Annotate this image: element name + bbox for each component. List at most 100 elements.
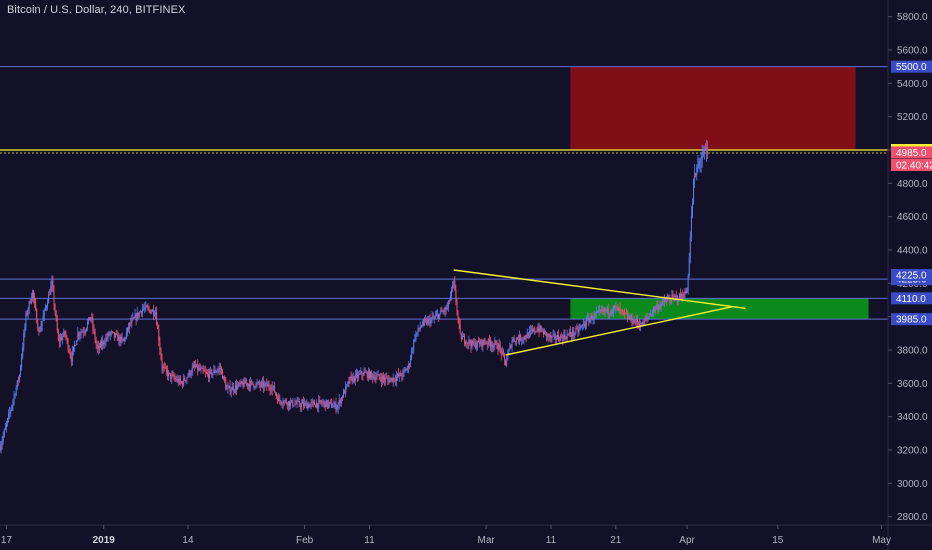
candle-body [540,326,542,331]
candle-body [238,383,240,386]
candle-body [277,396,279,402]
candle-body [461,336,463,340]
candle-body [62,336,64,340]
candle-body [348,381,350,384]
candle-body [216,370,218,372]
candle-body [593,313,595,319]
candle-body [590,315,592,319]
candle-body [133,317,135,319]
candle-body [254,387,256,389]
candle-body [14,394,16,396]
candle-body [318,400,320,408]
candle-body [312,401,314,403]
candle-body [186,377,188,381]
candle-body [680,293,682,298]
candle-body [144,308,146,309]
candle-body [213,369,215,373]
candle-body [171,374,173,379]
candle-body [469,340,471,344]
candle-body [52,280,54,290]
candle-body [510,345,512,348]
candle-body [628,317,630,319]
candle-body [700,159,702,162]
candle-body [495,341,497,343]
candle-body [66,337,68,340]
candle-body [83,332,85,334]
candle-body [215,371,217,373]
candle-body [606,307,608,311]
candle-body [293,405,295,407]
candle-body [588,317,590,323]
candle-body [368,371,370,379]
candle-body [372,374,374,379]
candle-body [70,356,72,362]
candle-body [300,403,302,408]
candle-body [108,333,110,336]
candle-body [374,376,376,380]
candle-body [392,377,394,382]
candle-body [68,349,70,353]
candle-body [615,306,617,308]
time-axis[interactable]: 17 2019 14 Feb 11 Mar 11 21 Apr 15 May [1,525,891,546]
candle-body [226,389,228,390]
price-tag-label: 4110.0 [896,294,926,305]
candle-body [88,317,90,323]
candle-body [106,337,108,339]
candle-body [334,403,336,406]
candle-body [509,345,511,350]
candle-body [150,311,152,314]
candle-body [206,372,208,375]
candle-body [587,317,589,319]
candle-body [183,377,185,385]
candle-body [381,376,383,382]
candle-body [689,237,691,259]
x-tick-label: 21 [610,535,622,546]
candle-body [309,404,311,408]
x-tick-label: Feb [296,535,314,546]
candle-body [526,333,528,339]
candle-body [575,328,577,334]
candle-body [173,375,175,379]
candle-body [272,385,274,387]
candle-body [142,308,144,314]
candle-body [164,367,166,368]
candle-body [645,317,647,321]
candle-body [524,336,526,339]
candle-body [251,380,253,382]
triangle-trendline[interactable] [505,305,733,356]
candle-body [163,366,165,368]
candle-body [338,399,340,405]
candle-body [528,330,530,338]
candle-body [246,383,248,386]
candle-body [474,342,476,348]
candle-body [80,332,82,335]
candle-body [259,384,261,386]
candle-body [425,320,427,322]
candle-body [478,341,480,343]
candle-body [240,381,242,385]
candle-body [405,369,407,371]
candle-body [141,311,143,314]
candle-body [15,387,17,395]
candle-body [75,345,77,346]
candle-body [626,313,628,315]
candle-body [257,382,259,384]
candle-body [508,349,510,355]
candle-body [48,294,50,304]
candle-body [56,319,58,332]
candle-body [337,404,339,409]
candle-body [78,332,80,336]
candle-body [686,291,688,294]
candle-body [109,332,111,336]
candle-body [483,340,485,343]
candle-body [656,305,658,308]
candle-body [666,299,668,302]
triangle-trendline[interactable] [453,269,746,310]
candle-body [456,302,458,312]
candle-body [64,331,66,334]
candle-body [289,401,291,406]
candle-body [475,345,477,348]
candle-body [243,380,245,387]
candle-body [294,403,296,406]
